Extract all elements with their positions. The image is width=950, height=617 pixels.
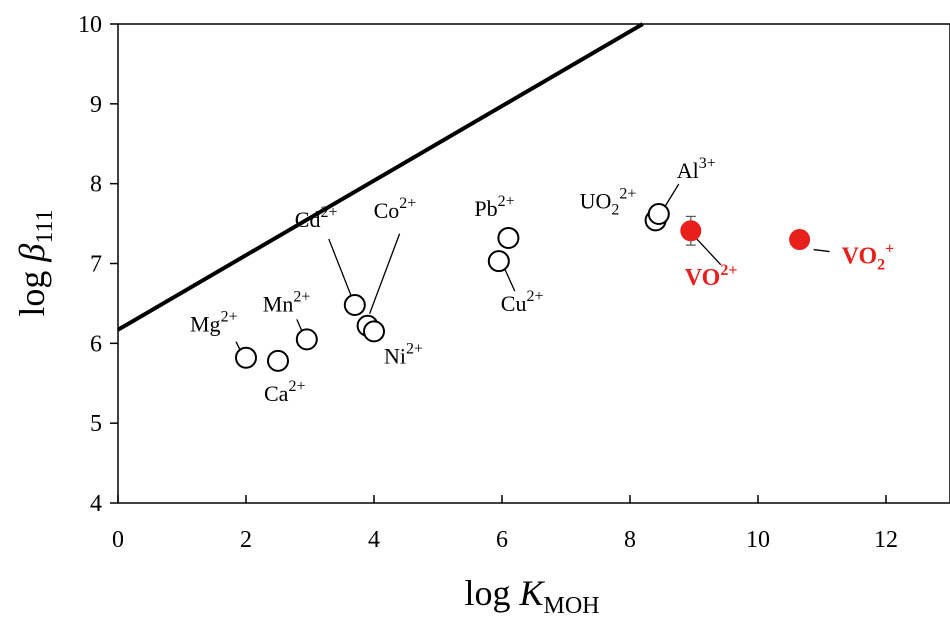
x-tick-label: 0 [112, 527, 124, 553]
point-label: Pb2+ [474, 193, 514, 221]
point-label: Cd2+ [295, 204, 338, 232]
reference-line-layer [116, 22, 644, 332]
point-label: Ca2+ [264, 378, 305, 406]
x-tick-label: 2 [240, 527, 252, 553]
data-point-filled [789, 229, 811, 251]
x-axis-title: log KMOH [464, 573, 599, 617]
point-label: UO22+ [580, 185, 637, 218]
leader-line [504, 268, 516, 292]
data-point-open [363, 320, 385, 343]
data-point-filled [680, 220, 702, 242]
data-point-layer [235, 203, 811, 372]
y-tick-label: 7 [90, 252, 102, 278]
point-label: Al3+ [677, 155, 716, 183]
data-point-open [647, 203, 670, 226]
leader-line [694, 236, 722, 266]
reference-line [116, 22, 644, 332]
x-tick-label: 10 [746, 527, 770, 553]
data-point-open [295, 328, 318, 351]
leader-line [328, 238, 352, 296]
data-point-open [497, 226, 520, 249]
y-tick-label: 6 [90, 331, 102, 357]
data-point-open [487, 250, 510, 273]
point-label: VO2+ [842, 241, 895, 274]
point-label: VO2+ [685, 262, 738, 291]
point-label: Cu2+ [501, 288, 544, 316]
x-tick-label: 6 [496, 527, 508, 553]
x-tick-label: 4 [368, 527, 380, 553]
x-tick-label: 12 [874, 527, 898, 553]
y-tick-label: 4 [90, 491, 102, 517]
x-tick-label: 8 [624, 527, 636, 553]
data-point-open [235, 346, 257, 369]
point-label: Mg2+ [190, 309, 238, 337]
leader-line-layer [235, 183, 830, 354]
y-tick-label: 5 [90, 411, 102, 437]
leader-line [368, 233, 401, 314]
y-tick-label: 10 [78, 12, 102, 38]
data-point-open [343, 294, 366, 317]
point-label-layer: Mg2+ Ca2+ Mn2+ Cd2+ Co2+ Ni2+ Cu2+ Pb2+ UO22+ Al3… [190, 155, 894, 406]
plot-frame [117, 23, 950, 504]
axes: 0 2 4 6 8 10 12 4 5 6 7 8 9 10 [78, 12, 950, 553]
y-axis-title: log β111 [12, 209, 58, 316]
point-label: Co2+ [374, 195, 417, 223]
point-label: Ni2+ [384, 340, 423, 368]
leader-line [813, 248, 830, 253]
point-label: Mn2+ [263, 288, 311, 316]
y-tick-label: 9 [90, 92, 102, 118]
data-point-open [267, 349, 289, 372]
y-tick-label: 8 [90, 172, 102, 198]
